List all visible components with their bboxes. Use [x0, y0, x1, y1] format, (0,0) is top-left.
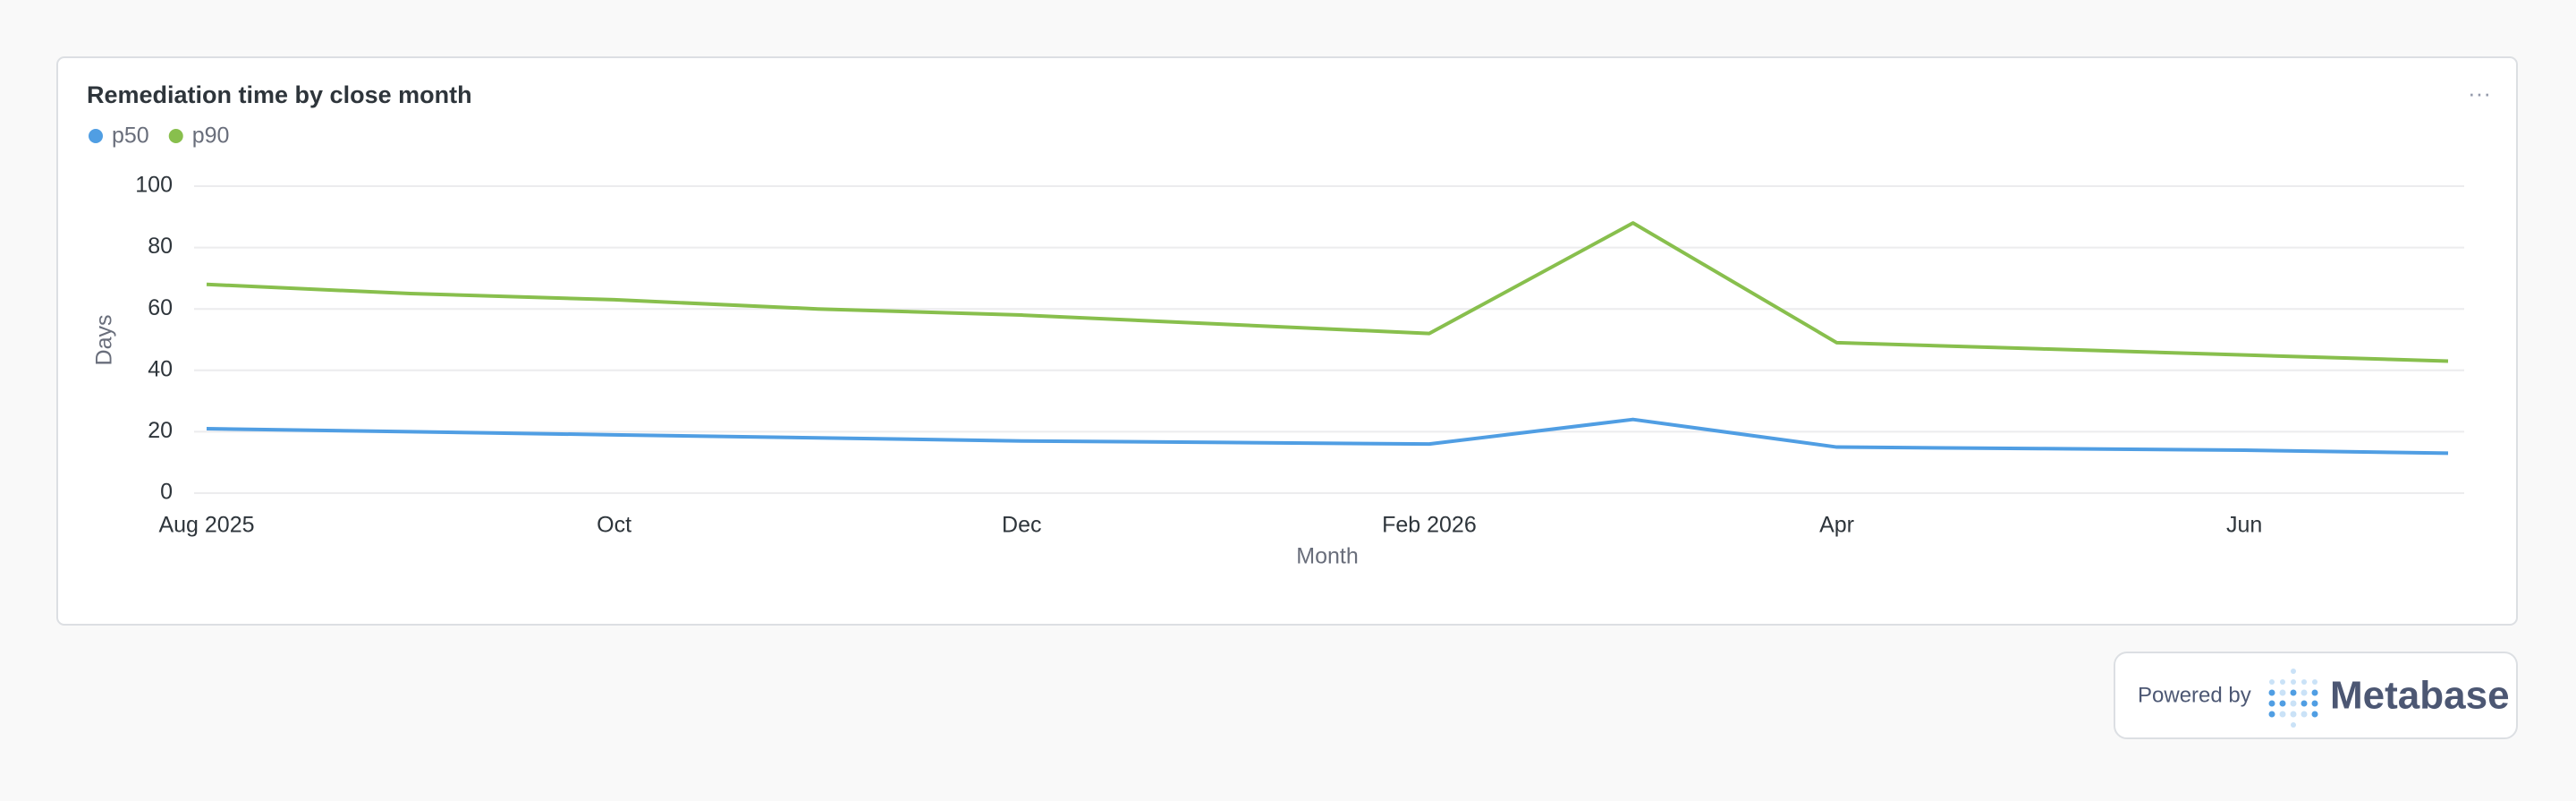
metabase-logo — [2268, 669, 2318, 728]
x-tick-label: Apr — [1819, 513, 1854, 538]
x-tick-label: Dec — [1002, 513, 1041, 538]
y-tick-label: 20 — [148, 418, 173, 443]
series-line — [206, 417, 2449, 456]
x-tick-label: Oct — [597, 513, 631, 538]
x-tick-label: Aug 2025 — [158, 513, 254, 538]
powered-by-text: Powered by — [2138, 683, 2251, 707]
y-tick-label: 80 — [148, 234, 173, 259]
y-tick-label: 100 — [135, 173, 173, 198]
legend-dot — [89, 129, 103, 143]
x-tick-label: Jun — [2226, 513, 2262, 538]
x-tick-label: Feb 2026 — [1382, 513, 1477, 538]
menu-button[interactable]: ··· — [2468, 80, 2491, 107]
chart-title: Remediation time by close month — [87, 81, 472, 108]
legend-label: p90 — [192, 124, 230, 149]
plot: 0 20 40 60 80 100 Aug 2025 Oct Dec Feb 2026 Apr Jun — [135, 173, 2464, 538]
legend-label: p50 — [112, 124, 149, 149]
brand-name: Metabase — [2330, 674, 2510, 718]
y-tick-label: 40 — [148, 356, 173, 381]
y-tick-label: 0 — [160, 480, 173, 505]
series-line — [206, 221, 2449, 363]
legend: p50 p90 — [89, 124, 229, 149]
x-axis-label: Month — [1296, 544, 1358, 569]
y-axis-label: Days — [92, 315, 117, 366]
y-tick-label: 60 — [148, 295, 173, 320]
legend-dot — [168, 129, 183, 143]
card — [56, 56, 2518, 626]
